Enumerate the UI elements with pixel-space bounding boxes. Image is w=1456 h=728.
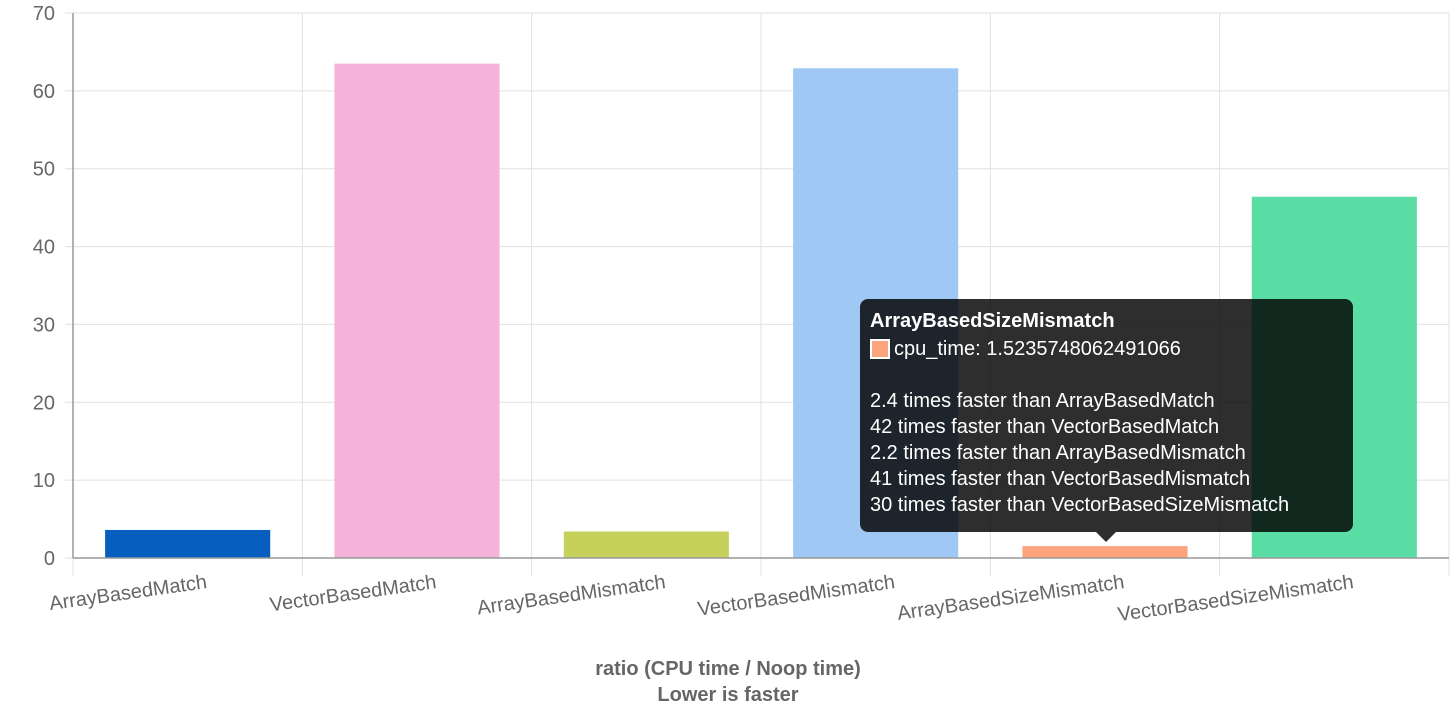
x-tick-label: VectorBasedMatch (268, 571, 437, 616)
bar-ArrayBasedMatch[interactable] (105, 529, 271, 558)
bar-ArrayBasedSizeMismatch[interactable] (1022, 546, 1188, 558)
tooltip-color-swatch (870, 339, 890, 359)
bar-ArrayBasedMismatch[interactable] (563, 531, 729, 558)
chart-tooltip: ArrayBasedSizeMismatch cpu_time: 1.52357… (860, 299, 1353, 542)
y-tick-label: 70 (33, 3, 55, 25)
y-tick-label: 40 (33, 237, 55, 259)
x-tick-label: ArrayBasedMismatch (476, 571, 667, 619)
tooltip-footer-line: 42 times faster than VectorBasedMatch (870, 416, 1220, 438)
tooltip-footer-line: 2.4 times faster than ArrayBasedMatch (870, 390, 1215, 412)
axes (72, 13, 1449, 559)
x-axis-title-line-1: ratio (CPU time / Noop time) (595, 658, 861, 680)
y-tick-label: 30 (33, 314, 55, 336)
x-tick-labels: ArrayBasedMatch VectorBasedMatch ArrayBase… (48, 571, 1355, 626)
tooltip-value-label: cpu_time: 1.5235748062491066 (894, 338, 1181, 360)
y-tick-label: 50 (33, 159, 55, 181)
tooltip-title: ArrayBasedSizeMismatch (870, 310, 1115, 332)
tooltip-footer-line: 30 times faster than VectorBasedSizeMism… (870, 494, 1290, 516)
bar-VectorBasedMatch[interactable] (334, 63, 500, 558)
x-tick-label: ArrayBasedMatch (48, 571, 208, 615)
x-tick-label: VectorBasedMismatch (696, 571, 896, 620)
tooltip-footer-line: 41 times faster than VectorBasedMismatch (870, 468, 1251, 490)
x-tick-label: ArrayBasedSizeMismatch (896, 571, 1126, 625)
x-tick-label: VectorBasedSizeMismatch (1116, 571, 1355, 626)
y-tick-label: 60 (33, 81, 55, 103)
x-axis-title: ratio (CPU time / Noop time) Lower is fa… (595, 658, 861, 706)
y-tick-labels: 0 10 20 30 40 50 60 70 (33, 3, 55, 570)
tooltip-footer-line: 2.2 times faster than ArrayBasedMismatch (870, 442, 1246, 464)
y-tick-label: 10 (33, 470, 55, 492)
tooltip-body: cpu_time: 1.5235748062491066 (870, 336, 1343, 362)
x-axis-title-line-2: Lower is faster (657, 684, 798, 706)
tooltip-footer: 2.4 times faster than ArrayBasedMatch 42… (870, 388, 1343, 518)
y-tick-label: 20 (33, 392, 55, 414)
y-tick-label: 0 (44, 548, 55, 570)
